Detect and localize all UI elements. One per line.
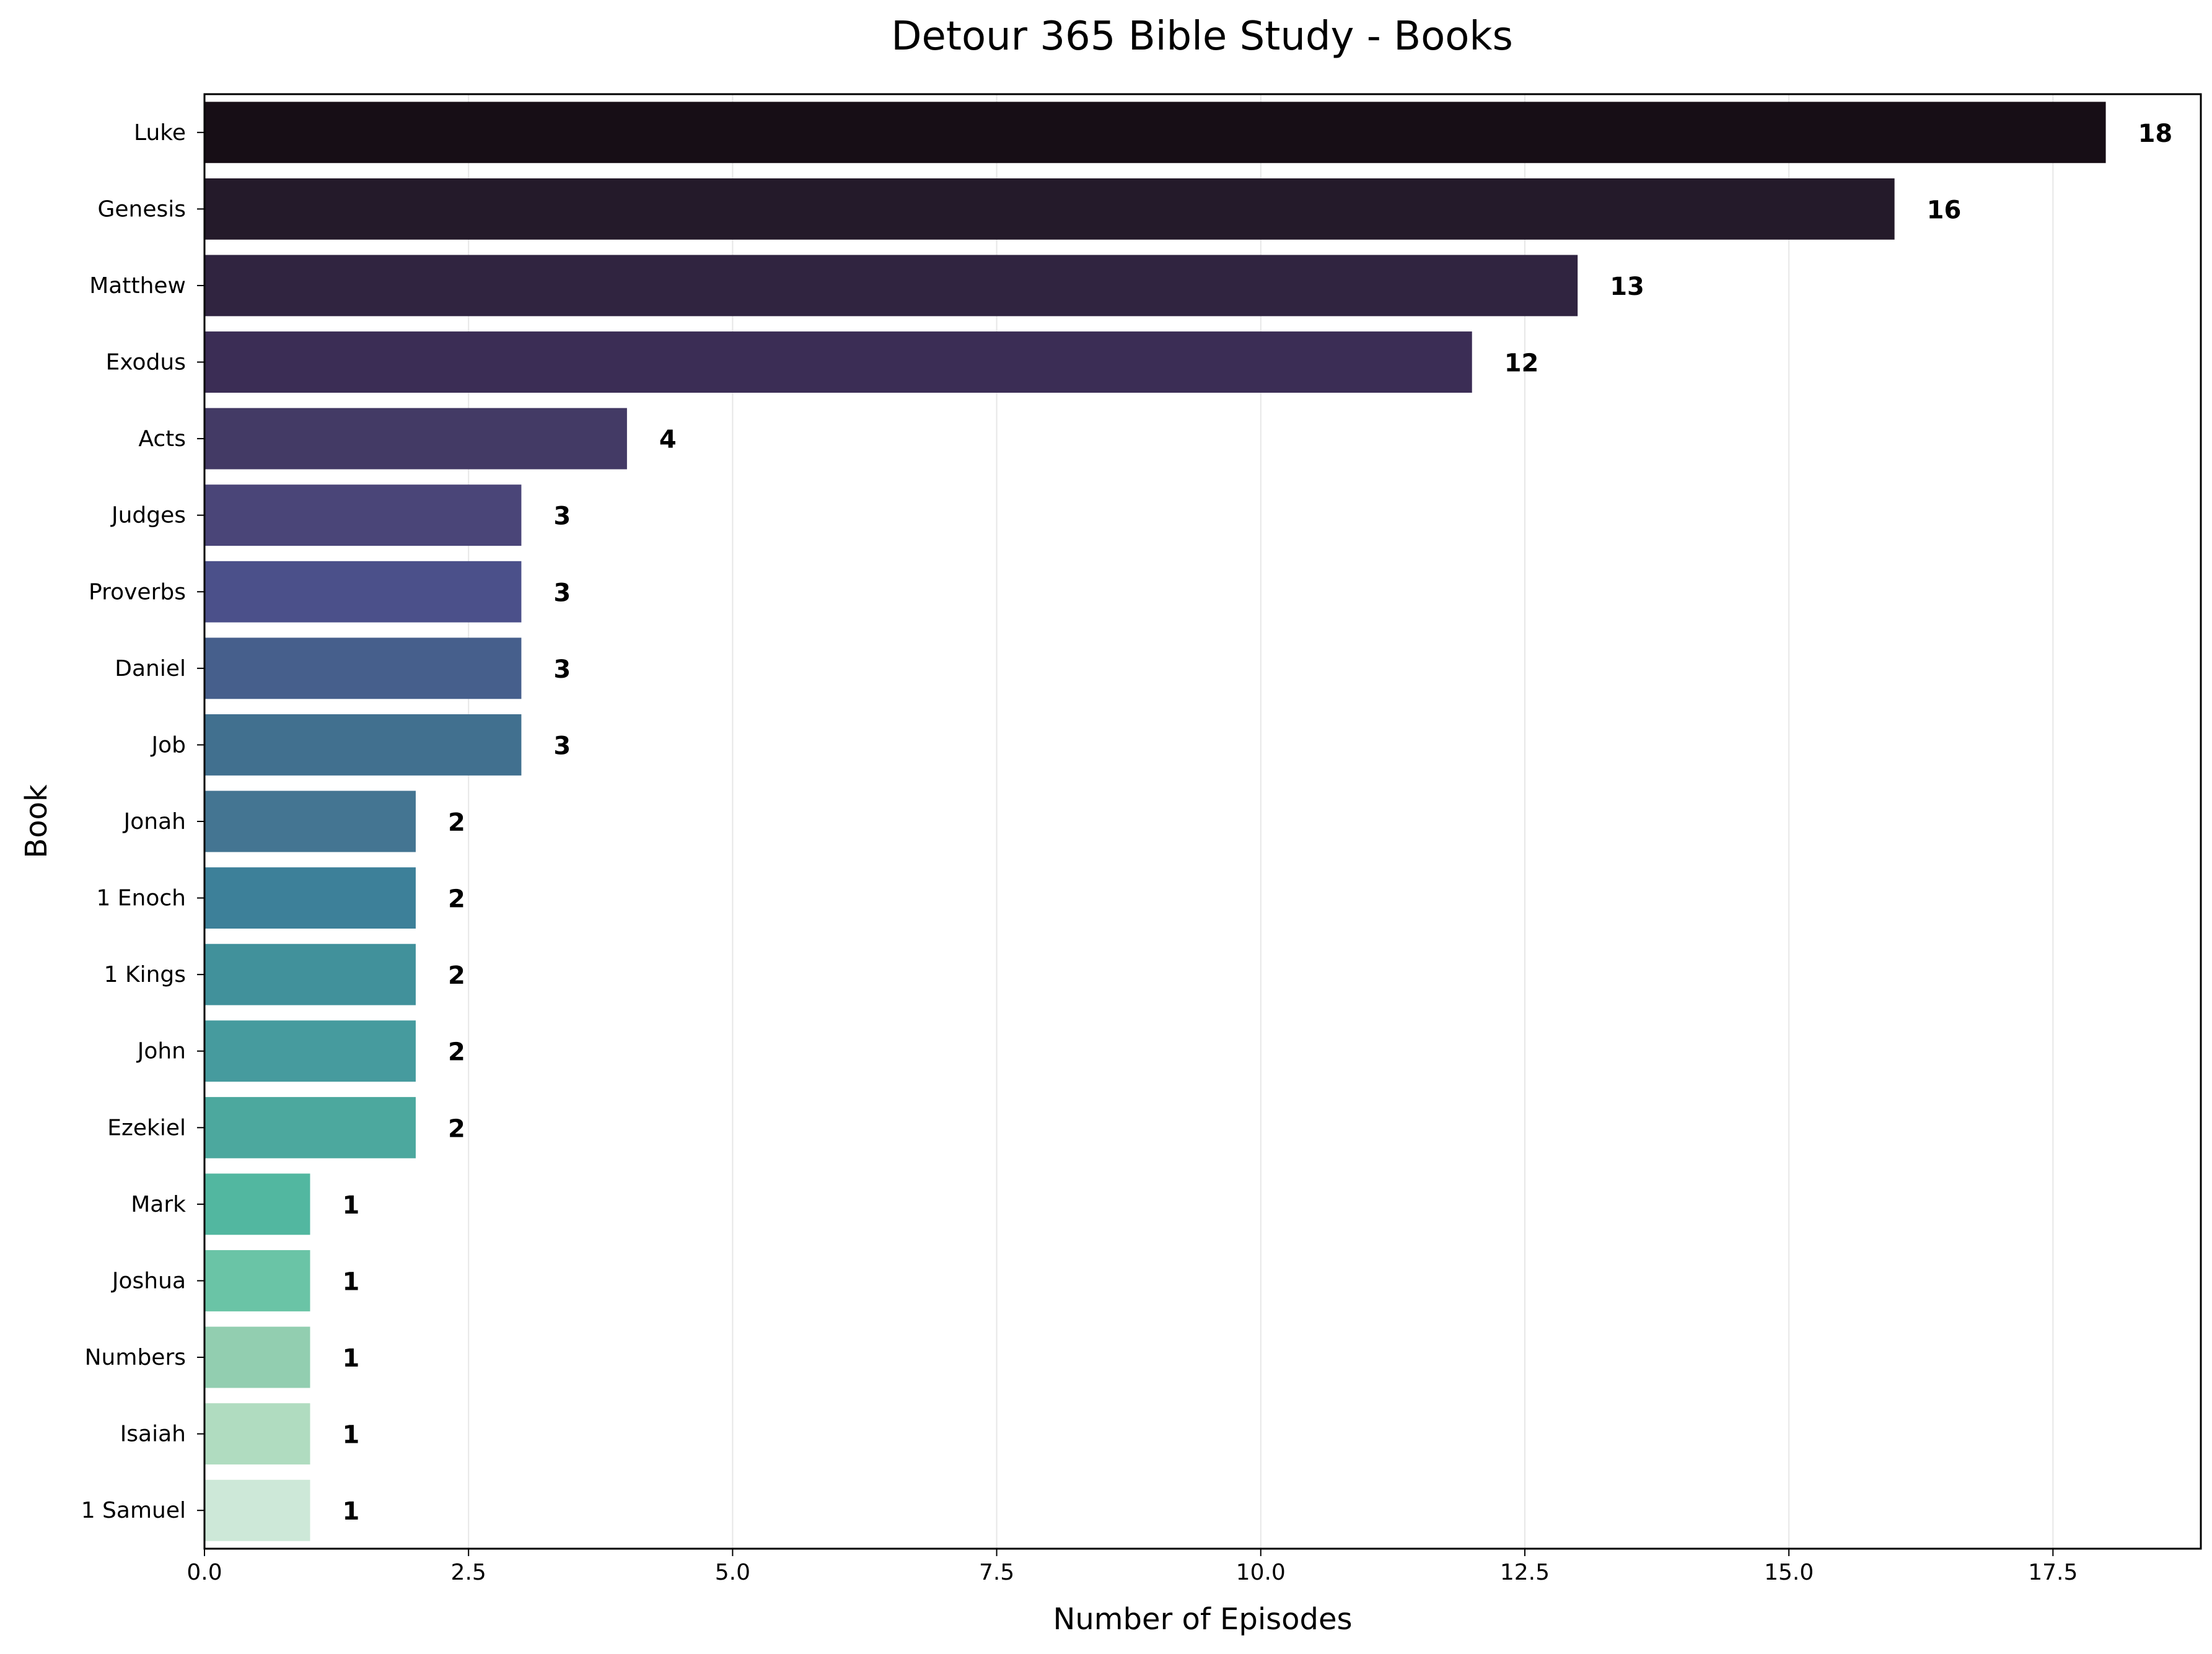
bar [204,943,416,1005]
data-label: 3 [553,502,571,531]
y-tick-label: Ezekiel [107,1115,186,1140]
bar [204,178,1895,240]
bar [204,331,1472,393]
y-tick-label: John [136,1039,186,1064]
data-label: 13 [1610,273,1644,301]
y-tick-label: Matthew [89,273,186,299]
x-tick-label: 7.5 [979,1560,1014,1585]
bar [204,1020,416,1082]
bar [204,1173,310,1235]
y-tick-label: Mark [131,1192,186,1217]
y-tick-label: Numbers [85,1345,186,1370]
y-tick-label: Isaiah [120,1422,186,1447]
data-label: 2 [448,1114,465,1143]
data-label: 1 [342,1191,359,1220]
y-tick-label: Jonah [123,809,186,834]
chart-title: Detour 365 Bible Study - Books [891,14,1513,59]
data-label: 16 [1927,196,1962,224]
data-label: 3 [553,655,571,684]
y-axis-label: Book [19,784,54,859]
data-label: 2 [448,1038,465,1067]
y-tick-label: Daniel [115,656,186,681]
x-tick-label: 12.5 [1500,1560,1550,1585]
y-tick-label: Luke [134,120,186,146]
x-tick-label: 17.5 [2028,1560,2078,1585]
data-label: 18 [2138,120,2173,148]
bar [204,867,416,929]
data-label: 1 [342,1421,359,1450]
y-tick-label: Genesis [97,196,186,222]
bar [204,637,522,699]
bar [204,1403,310,1465]
data-label: 1 [342,1497,359,1526]
bar [204,1326,310,1388]
x-axis-label: Number of Episodes [1053,1602,1352,1637]
data-labels: 18 16 13 12 4 3 3 3 3 2 2 2 2 2 1 1 1 1 1 [342,120,2172,1526]
bar [204,1250,310,1311]
bar [204,408,627,470]
x-axis-ticks: 0.0 2.5 5.0 7.5 10.0 12.5 15.0 17.5 [187,1549,2078,1585]
data-label: 1 [342,1267,359,1296]
data-label: 3 [553,579,571,607]
bar [204,790,416,852]
data-label: 2 [448,885,465,914]
data-label: 1 [342,1344,359,1373]
bar [204,1479,310,1541]
y-tick-label: 1 Enoch [96,886,186,911]
x-tick-label: 15.0 [1764,1560,1814,1585]
y-tick-label: Acts [138,426,186,452]
bar [204,102,2106,164]
bar [204,1096,416,1158]
y-tick-label: Proverbs [89,579,186,605]
y-tick-label: Judges [110,503,186,528]
y-axis-ticks: Luke Genesis Matthew Exodus Acts Judges Prover… [81,120,204,1523]
data-label: 2 [448,961,465,990]
data-label: 4 [659,426,677,454]
x-tick-label: 0.0 [187,1560,222,1585]
bar [204,255,1578,317]
x-tick-label: 10.0 [1236,1560,1286,1585]
x-tick-label: 5.0 [715,1560,750,1585]
y-tick-label: 1 Samuel [81,1498,186,1523]
y-tick-label: Job [151,732,187,758]
plot-frame [203,93,2202,1550]
data-label: 3 [553,732,571,760]
data-label: 2 [448,808,465,837]
bars [204,102,2106,1541]
y-tick-label: Joshua [111,1268,186,1293]
y-tick-label: Exodus [106,350,186,375]
data-label: 12 [1504,349,1539,378]
bar [204,714,522,776]
x-tick-label: 2.5 [451,1560,486,1585]
y-tick-label: 1 Kings [104,962,186,987]
bar [204,484,522,546]
bar [204,561,522,623]
